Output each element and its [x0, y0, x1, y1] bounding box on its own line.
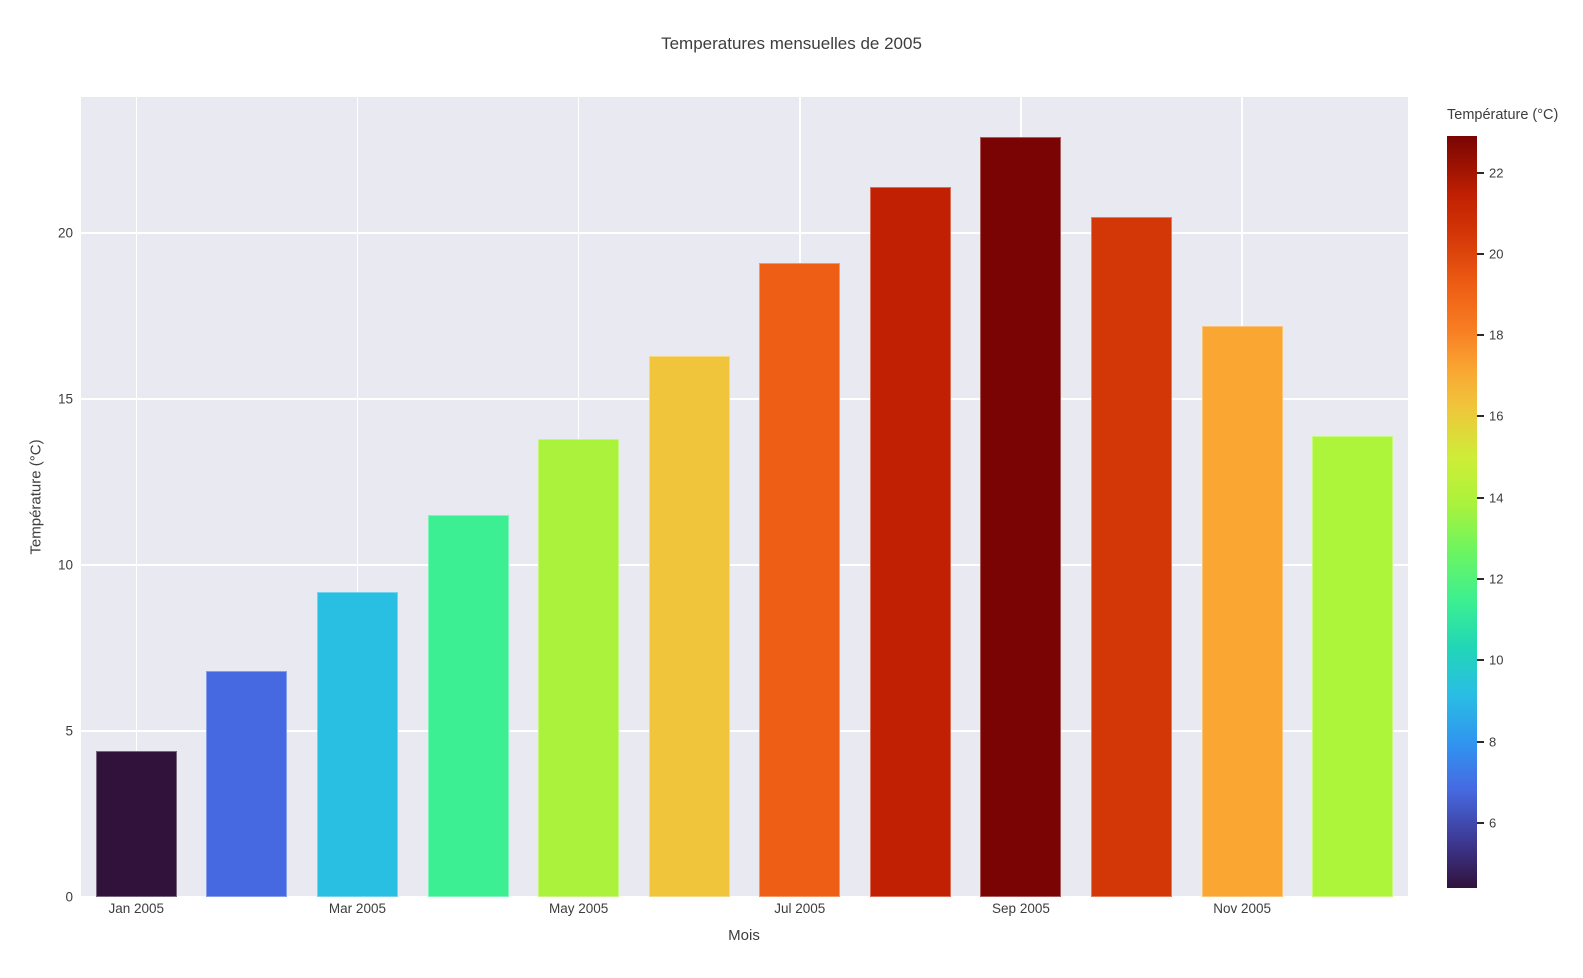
- chart-title: Temperatures mensuelles de 2005: [661, 34, 922, 53]
- bar-jan-2005: [95, 750, 177, 897]
- y-tick-label: 15: [57, 391, 73, 407]
- bar-dec-2005: [1312, 435, 1394, 897]
- colorbar-tick-label: 10: [1489, 652, 1504, 668]
- bar-aug-2005: [869, 186, 951, 897]
- y-axis-tick-labels: 0 5 10 15 20: [0, 97, 76, 905]
- x-tick-label: Jul 2005: [774, 901, 826, 916]
- x-tick-label: Nov 2005: [1213, 901, 1272, 916]
- bar-oct-2005: [1091, 216, 1173, 897]
- colorbar-tick-mark: [1477, 659, 1484, 662]
- gridline-horizontal: [81, 564, 1408, 566]
- bar-mar-2005: [316, 591, 398, 897]
- x-tick-label: May 2005: [548, 901, 609, 916]
- colorbar-tick-label: 22: [1489, 165, 1504, 181]
- colorbar-tick-mark: [1477, 252, 1484, 255]
- colorbar-tick-label: 20: [1489, 246, 1504, 262]
- gridline-horizontal: [81, 398, 1408, 400]
- bar-apr-2005: [427, 515, 509, 897]
- bar-may-2005: [538, 438, 620, 897]
- y-tick-label: 20: [57, 225, 73, 241]
- bar-nov-2005: [1201, 326, 1283, 897]
- bar-jul-2005: [759, 262, 841, 897]
- y-tick-label: 0: [65, 889, 73, 905]
- colorbar-title: Température (°C): [1447, 107, 1559, 123]
- colorbar-tick-label: 12: [1489, 571, 1504, 587]
- x-tick-label: Mar 2005: [328, 901, 386, 916]
- bar-feb-2005: [206, 671, 288, 897]
- y-axis-title: Température (°C): [27, 439, 45, 555]
- y-tick-label: 10: [57, 557, 73, 573]
- x-axis-tick-labels: Jan 2005 Mar 2005 May 2005 Jul 2005 Sep 2005…: [81, 901, 1408, 919]
- gridline-vertical: [356, 97, 359, 897]
- colorbar-tick-mark: [1477, 171, 1484, 174]
- colorbar-tick-mark: [1477, 496, 1484, 499]
- colorbar-tick-label: 18: [1489, 327, 1504, 343]
- colorbar-tick-mark: [1477, 578, 1484, 581]
- gridline-horizontal: [81, 730, 1408, 732]
- colorbar-tick-mark: [1477, 740, 1484, 743]
- x-axis-title: Mois: [728, 927, 760, 944]
- gridline-horizontal: [81, 896, 1408, 898]
- colorbar-tick-label: 8: [1489, 734, 1497, 750]
- colorbar-tick-label: 6: [1489, 815, 1497, 831]
- gridline-vertical: [135, 97, 138, 897]
- colorbar: [1447, 136, 1477, 888]
- colorbar-tick-label: 14: [1489, 490, 1504, 506]
- x-tick-label: Sep 2005: [992, 901, 1050, 916]
- x-tick-label: Jan 2005: [108, 901, 165, 916]
- colorbar-tick-label: 16: [1489, 408, 1504, 424]
- plot-area: [81, 97, 1408, 898]
- y-tick-label: 5: [65, 723, 73, 739]
- colorbar-tick-mark: [1477, 415, 1484, 418]
- colorbar-tick-mark: [1477, 334, 1484, 337]
- bar-sep-2005: [980, 136, 1062, 897]
- gridline-horizontal: [81, 232, 1408, 234]
- colorbar-tick-mark: [1477, 821, 1484, 824]
- bar-jun-2005: [648, 355, 730, 897]
